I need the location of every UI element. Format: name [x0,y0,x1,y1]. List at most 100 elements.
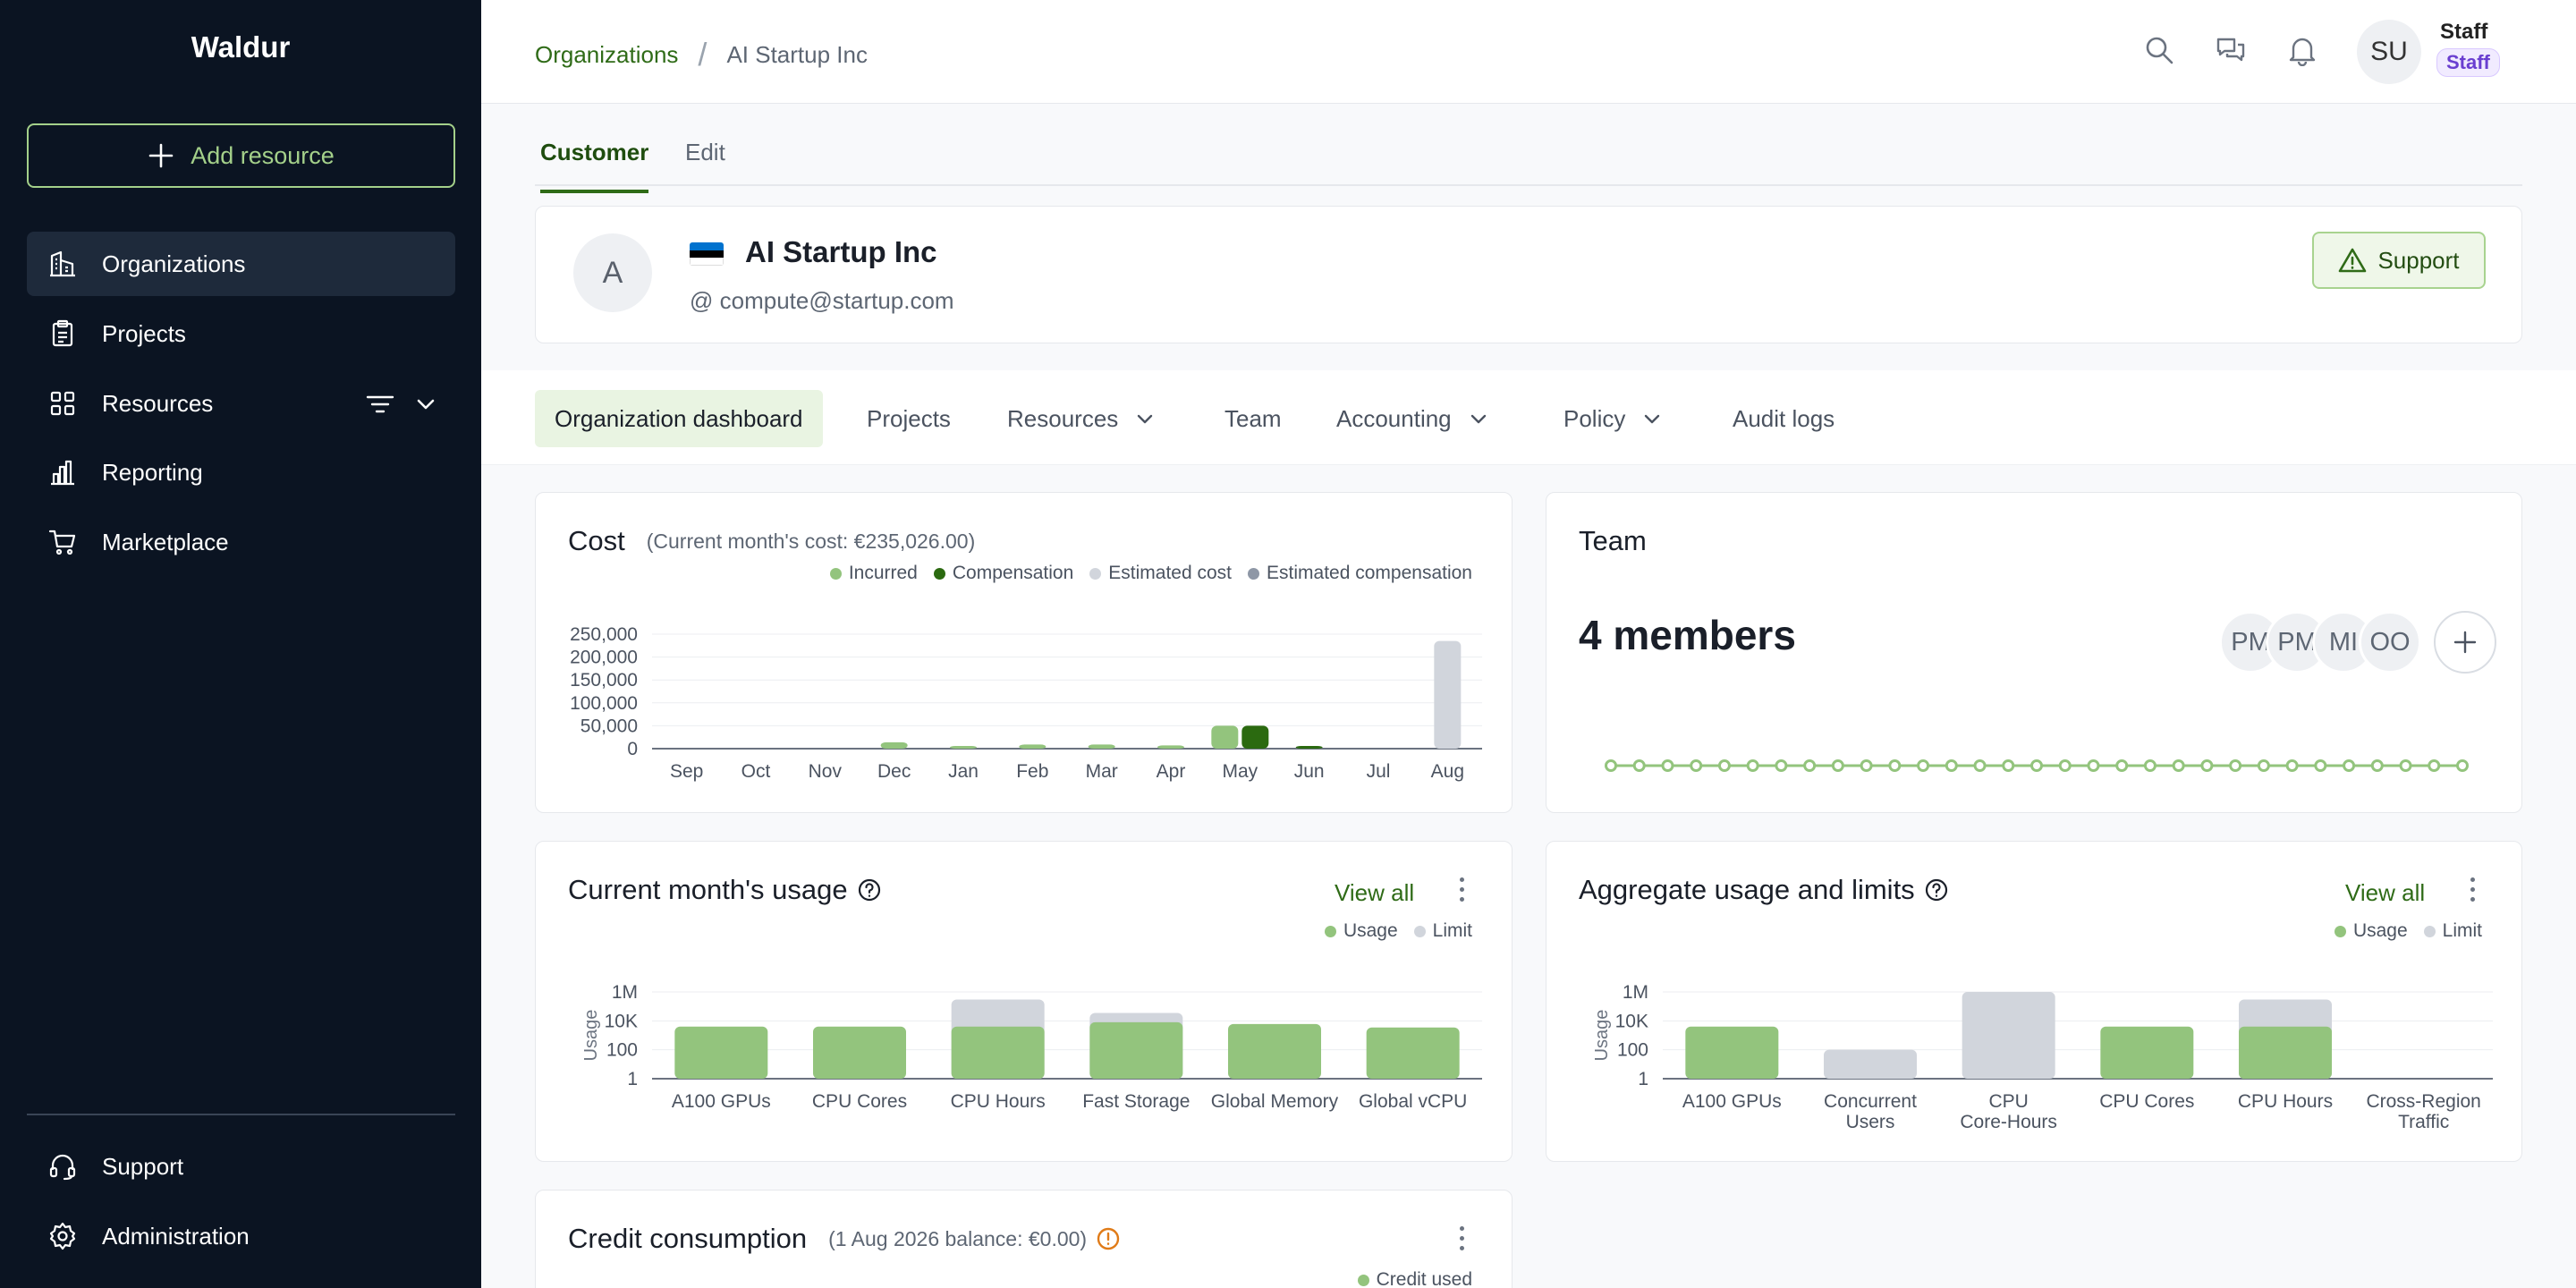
breadcrumb-organizations[interactable]: Organizations [535,40,679,68]
kebab-menu-icon[interactable] [1457,877,1466,902]
legend-estimated-cost[interactable]: Estimated cost [1089,563,1232,584]
sidebar-item-label: Administration [102,1222,250,1250]
sidebar-item-resources[interactable]: Resources [27,371,455,436]
usage-view-all-link[interactable]: View all [1335,879,1415,906]
legend-credit-used[interactable]: Credit used [1357,1269,1472,1288]
y-tick-label: 1 [1638,1069,1648,1089]
member-avatar[interactable]: OO [2359,611,2421,674]
bar-incurred [1019,744,1046,749]
add-member-button[interactable] [2434,611,2496,674]
bar-chart-icon [51,460,74,486]
user-name: Staff [2440,20,2488,44]
aggregate-title-text: Aggregate usage and limits [1579,874,1915,905]
tab-customer[interactable]: Customer [540,139,649,193]
x-tick-label: Jun [1294,761,1325,782]
bell-icon[interactable] [2286,34,2318,66]
cart-icon [48,530,76,555]
legend-limit[interactable]: Limit [1413,920,1472,942]
credit-legend: Credit used [1357,1269,1472,1288]
aggregate-view-all-link[interactable]: View all [2345,879,2426,906]
support-button[interactable]: Support [2312,232,2486,289]
bar-usage [951,1026,1045,1079]
chevron-down-icon [1645,414,1660,424]
bar-estimated-cost [1434,640,1462,749]
organization-subnav: Organization dashboard Projects Resource… [481,370,2576,465]
kebab-menu-icon[interactable] [2468,877,2477,902]
legend-usage[interactable]: Usage [2334,920,2408,942]
x-tick-label: CPU Cores [812,1091,907,1112]
subnav-policy[interactable]: Policy [1563,390,1663,447]
sidebar-item-label: Support [102,1152,184,1180]
team-trend-point [2314,759,2327,772]
chevron-down-icon[interactable] [414,393,437,416]
sidebar-item-projects[interactable]: Projects [27,301,455,366]
team-trend-point [1775,759,1788,772]
x-tick-label: Cross-Region [2366,1091,2480,1112]
x-tick-label: Fast Storage [1082,1091,1190,1112]
team-trend-point [1746,759,1759,772]
help-icon[interactable] [857,877,882,902]
usage-title: Current month's usage [568,874,882,906]
bar-usage [813,1026,906,1079]
brand-logo[interactable]: Waldur [191,30,291,64]
team-trend-point [1945,759,1958,772]
x-tick-label: Feb [1016,761,1048,782]
x-tick-label: Dec [877,761,911,782]
bar-incurred [1211,725,1239,749]
y-tick-label: 100 [1617,1040,1648,1061]
cost-legend: Incurred Compensation Estimated cost Est… [829,563,1472,584]
team-trend-point [1831,759,1844,772]
bar-compensation [1241,725,1269,749]
add-resource-button[interactable]: Add resource [27,123,455,188]
sidebar-item-support[interactable]: Support [27,1134,455,1199]
legend-usage[interactable]: Usage [1324,920,1398,942]
credit-title: Credit consumption (1 Aug 2026 balance: … [568,1223,1121,1255]
topbar-icons [2143,34,2318,66]
usage-title-text: Current month's usage [568,874,848,905]
subnav-resources[interactable]: Resources [1007,390,1156,447]
x-tick-label: Jul [1367,761,1391,782]
x-tick-label: Jan [948,761,979,782]
x-tick-label: Oct [741,761,771,782]
sidebar-item-marketplace[interactable]: Marketplace [27,510,455,574]
gear-icon [49,1222,76,1250]
team-trend-point [2115,759,2129,772]
subnav-accounting-label: Accounting [1336,404,1452,432]
subnav-audit-logs[interactable]: Audit logs [1733,404,1835,432]
team-trend-point [2456,759,2469,772]
help-icon[interactable] [1924,877,1949,902]
chat-icon[interactable] [2215,34,2247,66]
sidebar-item-reporting[interactable]: Reporting [27,440,455,504]
kebab-menu-icon[interactable] [1457,1226,1466,1250]
credit-title-text: Credit consumption [568,1223,808,1254]
add-resource-label: Add resource [191,141,335,169]
sidebar-item-administration[interactable]: Administration [27,1204,455,1268]
x-tick-label: CPU Hours [951,1091,1046,1112]
team-title: Team [1579,525,1647,556]
filter-icon[interactable] [366,394,394,415]
sidebar-item-organizations[interactable]: Organizations [27,232,455,296]
subnav-projects[interactable]: Projects [867,404,951,432]
legend-incurred[interactable]: Incurred [829,563,918,584]
page-tabs: Customer Edit [535,125,2522,193]
customer-avatar: A [573,233,652,312]
subnav-accounting[interactable]: Accounting [1336,390,1489,447]
x-tick-label: Global Memory [1211,1091,1339,1112]
legend-estimated-compensation[interactable]: Estimated compensation [1248,563,1472,584]
cost-title: Cost (Current month's cost: €235,026.00) [568,525,975,557]
legend-limit[interactable]: Limit [2423,920,2482,942]
aggregate-legend: Usage Limit [2334,920,2482,942]
tab-edit[interactable]: Edit [685,139,725,165]
sidebar-item-label: Resources [102,389,214,417]
bar-usage [1089,1021,1183,1079]
user-avatar[interactable]: SU [2357,20,2421,84]
team-trend-point [2087,759,2100,772]
sidebar-item-label: Marketplace [102,528,229,555]
subnav-organization-dashboard[interactable]: Organization dashboard [535,390,823,447]
warning-circle-icon[interactable] [1096,1226,1121,1251]
search-icon[interactable] [2143,34,2175,66]
user-role-badge: Staff [2436,48,2500,77]
legend-compensation[interactable]: Compensation [933,563,1073,584]
team-trend-point [2343,759,2356,772]
subnav-team[interactable]: Team [1224,404,1282,432]
